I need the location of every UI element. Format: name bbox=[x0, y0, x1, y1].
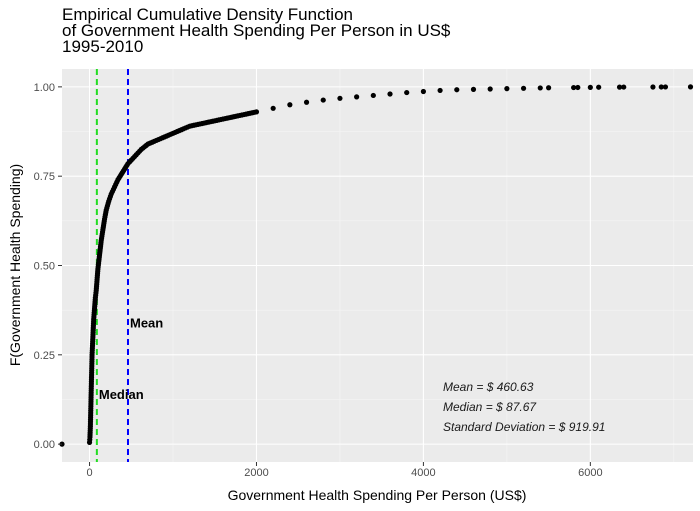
stats-line: Standard Deviation = $ 919.91 bbox=[443, 420, 605, 434]
data-points bbox=[59, 84, 694, 447]
data-point bbox=[520, 85, 527, 91]
major-gridlines bbox=[62, 69, 693, 462]
chart-title-line-1: Empirical Cumulative Density Function bbox=[62, 5, 353, 24]
data-point bbox=[454, 87, 460, 93]
chart-title-line-2: of Government Health Spending Per Person… bbox=[62, 21, 451, 40]
data-point bbox=[537, 85, 543, 91]
y-tick-label: 0.50 bbox=[34, 261, 55, 273]
minor-gridlines bbox=[62, 69, 693, 462]
y-tick-label: 0.75 bbox=[34, 171, 55, 183]
data-point bbox=[596, 84, 602, 90]
data-point bbox=[387, 91, 393, 97]
x-tick-label: 6000 bbox=[578, 467, 602, 479]
data-point bbox=[420, 88, 427, 95]
data-point bbox=[303, 99, 310, 105]
data-point bbox=[616, 84, 623, 90]
x-tick-label: 0 bbox=[86, 467, 92, 479]
x-tick-label: 2000 bbox=[244, 467, 268, 479]
stats-line: Mean = $ 460.63 bbox=[443, 380, 534, 394]
data-point bbox=[575, 84, 581, 91]
x-tick-label: 4000 bbox=[411, 467, 435, 479]
data-point bbox=[470, 86, 477, 92]
data-point bbox=[487, 86, 493, 92]
y-axis-title: F(Government Health Spending) bbox=[7, 164, 23, 366]
reference-lines bbox=[95, 69, 129, 462]
line-annotations: Mean Median bbox=[99, 316, 163, 402]
y-tick-label: 1.00 bbox=[34, 82, 55, 94]
data-point bbox=[587, 84, 593, 90]
data-point bbox=[437, 87, 443, 94]
stats-line: Median = $ 87.67 bbox=[443, 400, 537, 414]
y-axis: 0.00 0.25 0.50 0.75 1.00 bbox=[34, 82, 62, 451]
data-point bbox=[571, 84, 577, 91]
data-point bbox=[270, 105, 276, 111]
data-point bbox=[687, 84, 694, 90]
chart-title: Empirical Cumulative Density Function of… bbox=[62, 5, 451, 56]
x-axis: 0 2000 4000 6000 bbox=[86, 462, 603, 479]
data-point bbox=[287, 102, 293, 108]
y-tick-label: 0.25 bbox=[34, 350, 55, 362]
data-point bbox=[337, 95, 343, 101]
data-point bbox=[650, 84, 656, 90]
y-tick-label: 0.00 bbox=[34, 439, 55, 451]
median-label: Median bbox=[99, 387, 144, 402]
data-point bbox=[370, 92, 376, 99]
data-point bbox=[404, 89, 410, 96]
data-point bbox=[354, 94, 360, 100]
data-point bbox=[253, 109, 260, 115]
data-point bbox=[621, 84, 627, 90]
data-point bbox=[320, 97, 326, 103]
data-point bbox=[662, 84, 669, 90]
chart-title-line-3: 1995-2010 bbox=[62, 37, 144, 56]
data-point bbox=[504, 86, 510, 92]
data-point bbox=[658, 84, 664, 90]
stats-box: Mean = $ 460.63 Median = $ 87.67 Standard … bbox=[443, 380, 605, 434]
mean-label: Mean bbox=[130, 316, 163, 331]
x-axis-title: Government Health Spending Per Person (U… bbox=[228, 487, 527, 503]
data-point bbox=[546, 85, 552, 91]
